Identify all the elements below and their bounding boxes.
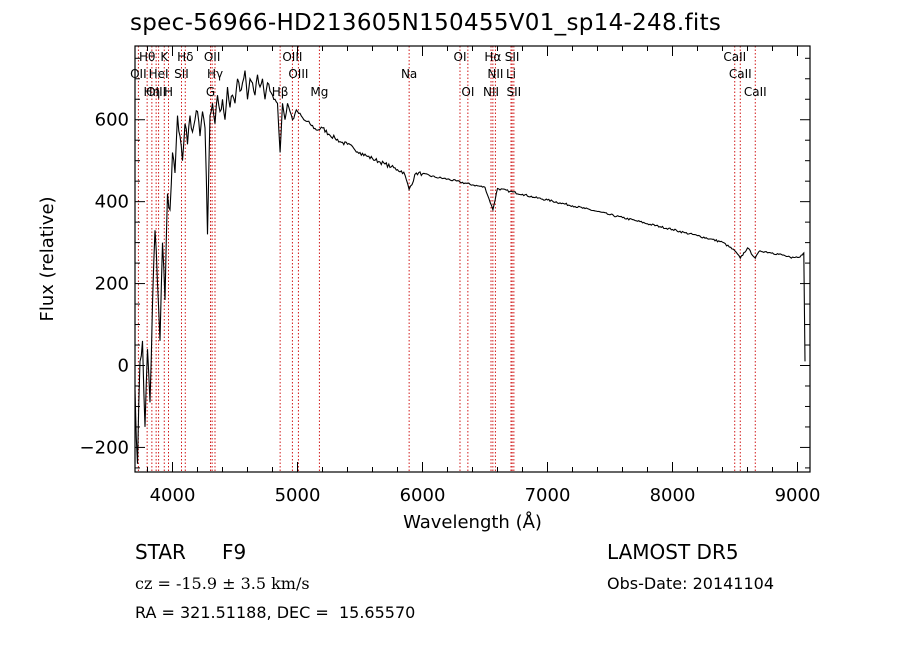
line-marker-label: Hθ	[139, 50, 155, 64]
line-marker-label: SII	[507, 85, 522, 99]
line-marker-label: SII	[505, 50, 520, 64]
line-marker-label: Hγ	[207, 67, 223, 81]
y-tick-label: −200	[80, 437, 129, 458]
y-tick-label: 200	[95, 274, 129, 295]
object-type: STAR	[135, 540, 186, 564]
line-marker-label: Li	[506, 67, 516, 81]
line-marker-label: NII	[483, 85, 499, 99]
line-marker-label: NII	[487, 67, 503, 81]
line-marker-label: Na	[401, 67, 417, 81]
coordinates: RA = 321.51188, DEC = 15.65570	[135, 603, 416, 622]
survey-name: LAMOST DR5	[607, 540, 739, 564]
line-marker-label: CaII	[729, 67, 752, 81]
line-marker-label: OII	[204, 50, 221, 64]
spectral-line-markers	[137, 46, 756, 472]
line-marker-label: Hβ	[272, 85, 289, 99]
chart-title: spec-56966-HD213605N150455V01_sp14-248.f…	[130, 10, 722, 36]
redshift-velocity: cz = -15.9 ± 3.5 km/s	[135, 574, 310, 593]
line-marker-label: SII	[174, 67, 189, 81]
x-tick-label: 8000	[650, 485, 696, 506]
line-marker-label: Mg	[310, 85, 328, 99]
axis-ticks	[135, 46, 810, 472]
line-marker-label: HeI	[149, 67, 169, 81]
y-tick-label: 0	[118, 356, 129, 377]
y-axis-label: Flux (relative)	[37, 196, 58, 321]
observation-date: Obs-Date: 20141104	[607, 574, 775, 593]
line-marker-label: OIII	[288, 67, 308, 81]
line-marker-label: Hδ	[177, 50, 193, 64]
x-tick-label: 6000	[400, 485, 446, 506]
line-marker-label: OI	[454, 50, 467, 64]
x-axis-label: Wavelength (Å)	[403, 511, 542, 533]
x-tick-label: 9000	[775, 485, 821, 506]
spectrum-series-line	[134, 70, 806, 464]
line-marker-label: Hη	[144, 85, 161, 99]
line-marker-label: OIII	[146, 85, 166, 99]
plot-frame	[134, 45, 811, 473]
line-marker-label: OII	[130, 67, 147, 81]
axis-tick-labels: 4000 5000 6000 7000 8000 9000 −200 0 200 400 600	[80, 110, 821, 506]
line-marker-label: Hα	[484, 50, 501, 64]
line-marker-label: CaII	[723, 50, 746, 64]
x-tick-label: 7000	[525, 485, 571, 506]
line-marker-label: CaII	[744, 85, 767, 99]
y-tick-label: 400	[95, 192, 129, 213]
line-marker-label: G	[206, 85, 215, 99]
line-marker-label: H	[164, 85, 173, 99]
line-marker-label: K	[160, 50, 169, 64]
line-marker-label: OIII	[282, 50, 302, 64]
spectral-class: F9	[222, 540, 247, 564]
x-tick-label: 4000	[150, 485, 196, 506]
y-tick-label: 600	[95, 110, 129, 131]
line-marker-label: OI	[461, 85, 474, 99]
x-tick-label: 5000	[275, 485, 321, 506]
